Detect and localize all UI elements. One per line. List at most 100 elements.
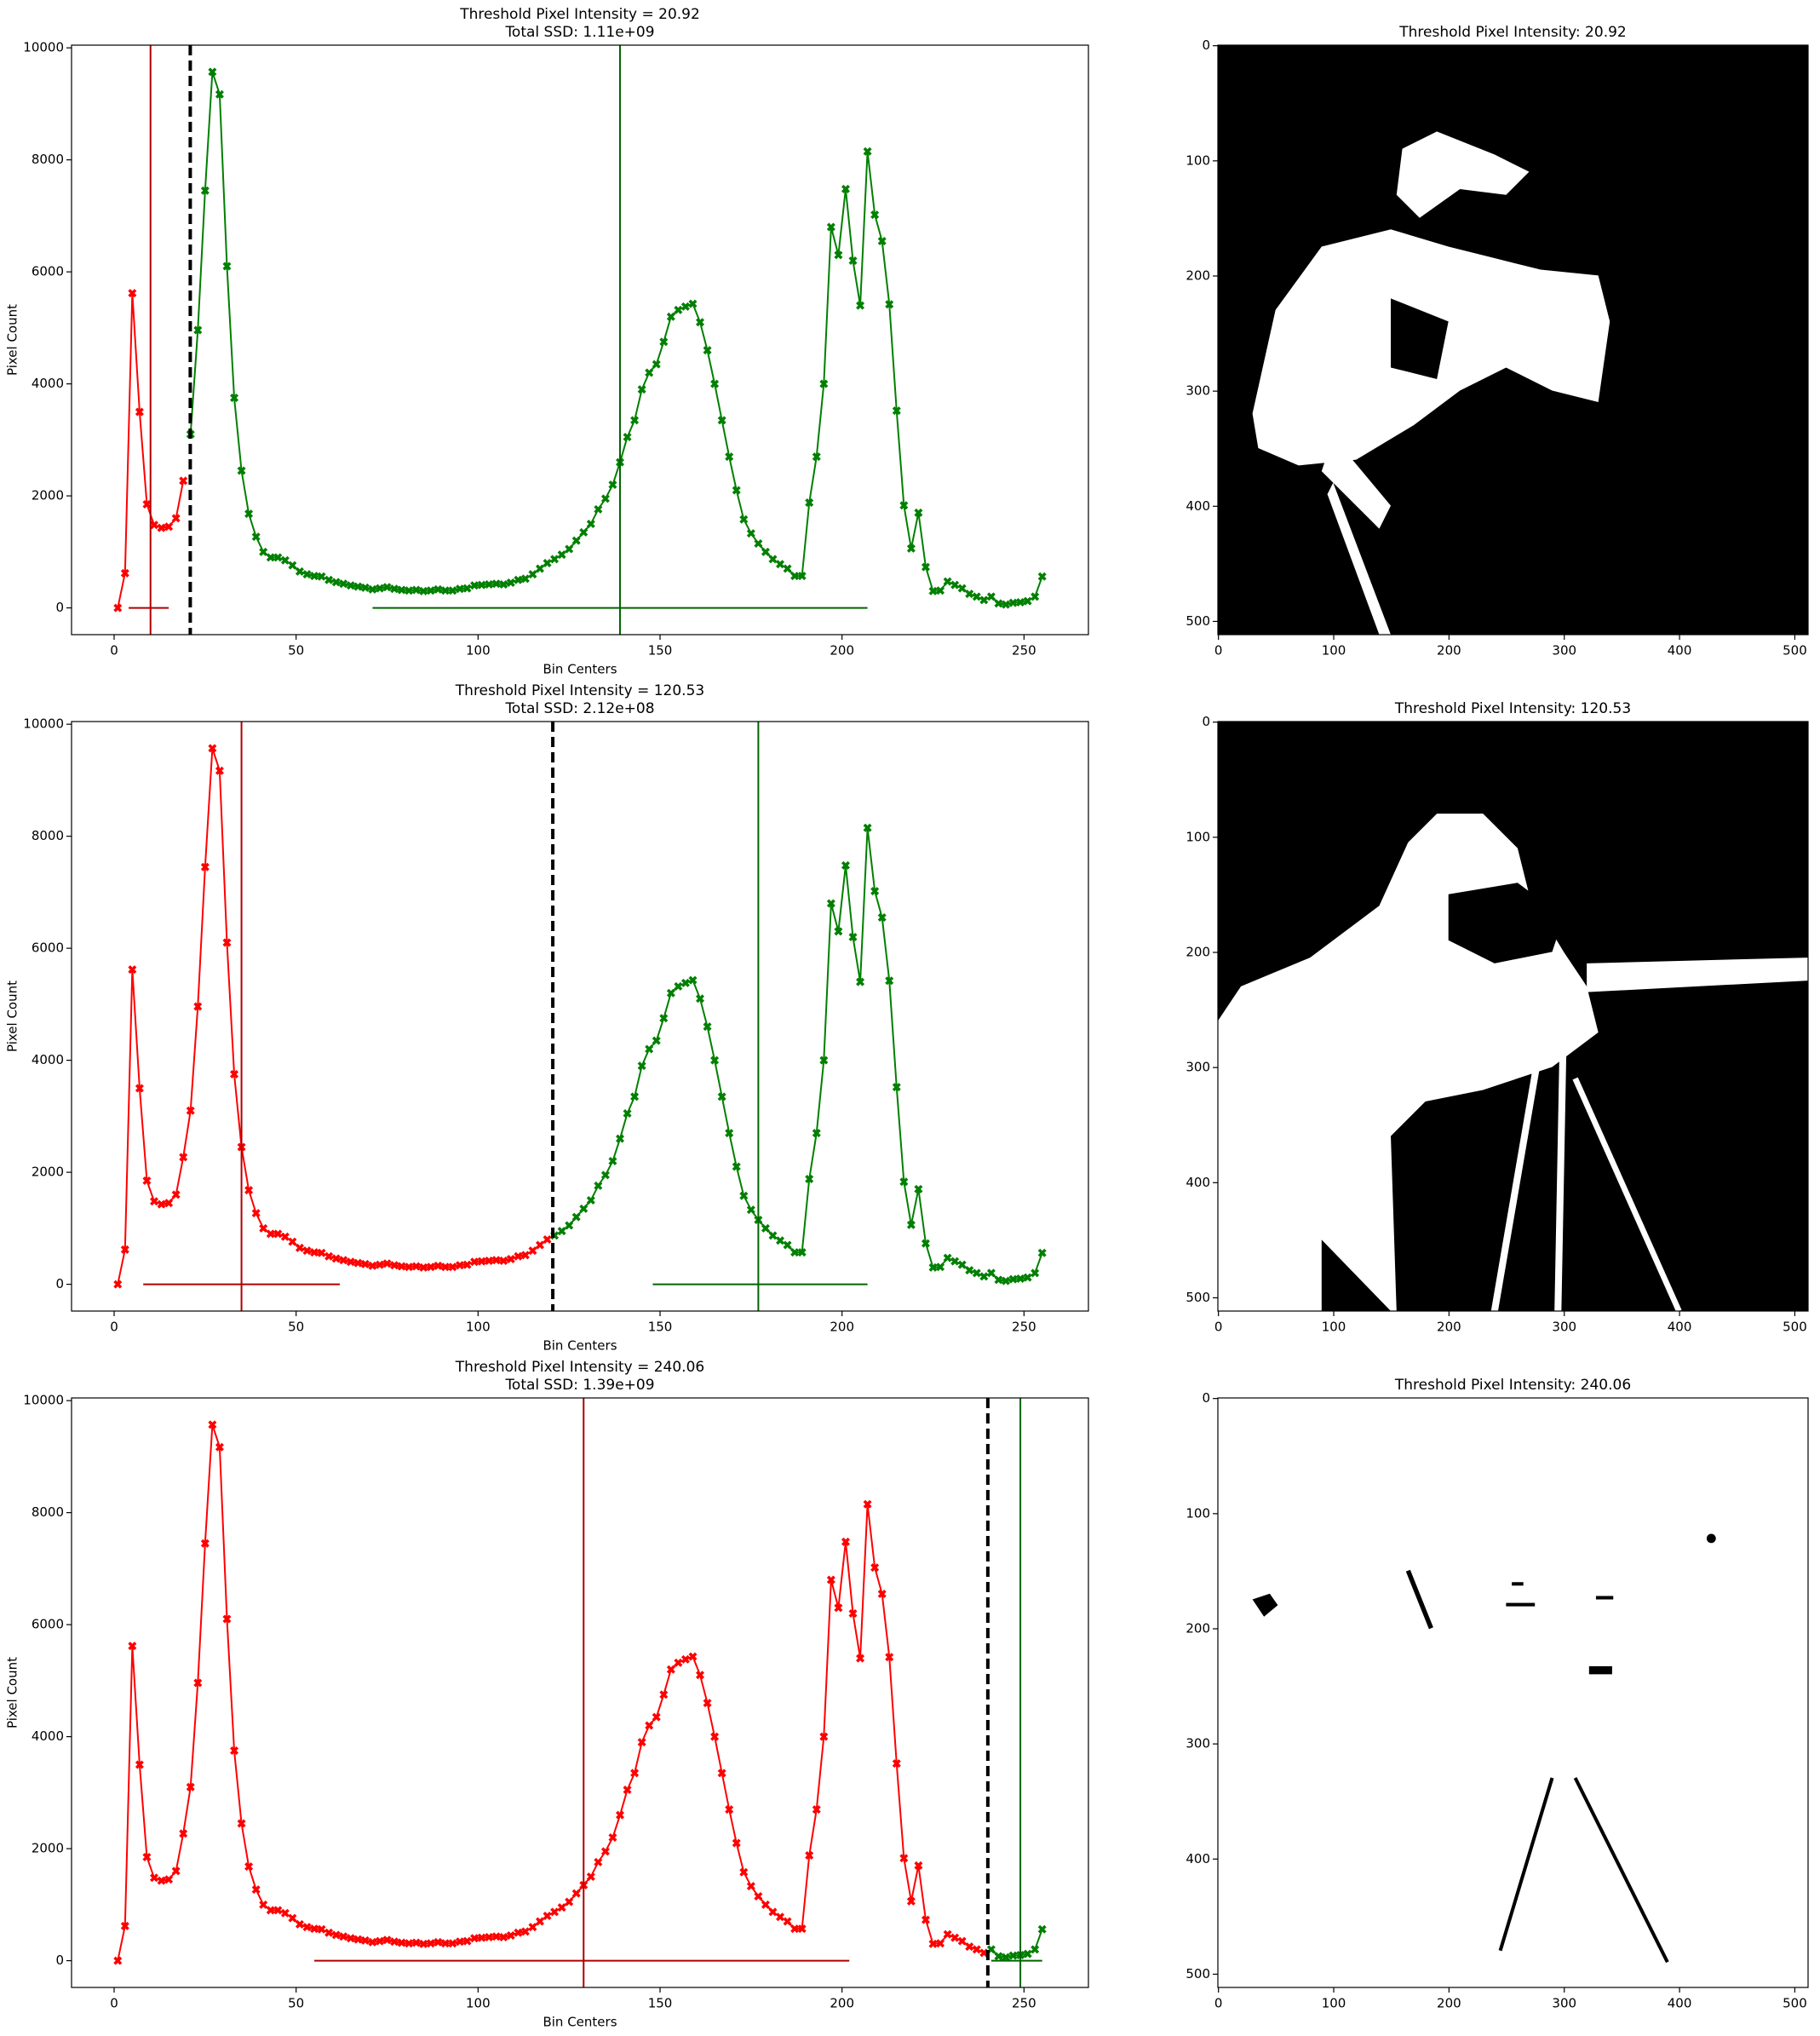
histogram-marker	[710, 379, 720, 388]
histogram-marker	[346, 1934, 355, 1943]
histogram-marker	[957, 1936, 967, 1946]
histogram-marker	[586, 1195, 595, 1205]
histogram-marker	[375, 1936, 384, 1946]
histogram-marker	[237, 1819, 246, 1828]
histogram-marker	[914, 1184, 923, 1193]
histogram-marker	[244, 1862, 254, 1872]
histogram-marker	[696, 994, 705, 1004]
histogram-marker	[157, 1199, 166, 1209]
y-tick-label: 500	[1186, 1966, 1210, 1981]
y-tick-label: 6000	[32, 264, 64, 279]
histogram-marker	[208, 1420, 217, 1429]
histogram-marker	[550, 555, 560, 564]
chart-subtitle: Total SSD: 2.12e+08	[504, 700, 654, 717]
histogram-marker	[142, 1176, 152, 1185]
histogram-marker	[928, 1262, 938, 1272]
histogram-marker	[674, 981, 683, 991]
histogram-marker	[251, 532, 261, 542]
histogram-marker	[776, 1236, 785, 1245]
histogram-marker	[906, 1896, 916, 1906]
histogram-marker	[950, 1933, 960, 1942]
histogram-marker	[302, 570, 312, 579]
histogram-marker	[419, 1262, 428, 1272]
x-tick-label: 300	[1552, 643, 1576, 659]
image-region	[1448, 883, 1565, 963]
histogram-marker	[375, 584, 384, 593]
histogram-marker	[426, 1262, 435, 1272]
histogram-marker	[543, 1911, 552, 1920]
axes-frame	[71, 721, 1089, 1312]
histogram-line	[189, 72, 1043, 606]
histogram-marker	[1037, 1924, 1047, 1934]
x-tick-label: 500	[1783, 1996, 1807, 2011]
histogram-marker	[1008, 1951, 1018, 1960]
y-tick-label: 0	[55, 600, 64, 615]
histogram-marker	[680, 978, 690, 987]
histogram-marker	[215, 766, 224, 775]
histogram-marker	[179, 476, 188, 486]
histogram-marker	[623, 433, 632, 442]
x-tick-label: 150	[648, 1320, 673, 1335]
x-tick-label: 100	[1322, 1996, 1346, 2011]
x-tick-label: 200	[1437, 1996, 1461, 2011]
histogram-marker	[266, 1229, 275, 1239]
histogram-marker	[848, 256, 858, 265]
histogram-marker	[280, 1232, 290, 1241]
histogram-marker	[899, 1854, 909, 1863]
y-tick-label: 0	[55, 1276, 64, 1291]
histogram-marker	[557, 550, 566, 560]
x-tick-label: 200	[830, 1320, 854, 1335]
histogram-marker	[164, 522, 174, 532]
histogram-marker	[965, 590, 974, 599]
image-region	[1327, 482, 1392, 635]
histogram-marker	[470, 581, 479, 590]
histogram-marker	[477, 580, 486, 590]
histogram-marker	[164, 1875, 174, 1884]
histogram-marker	[776, 560, 785, 569]
histogram-marker	[157, 1876, 166, 1885]
histogram-marker	[550, 1907, 560, 1917]
x-axis-label: Bin Centers	[543, 2015, 617, 2030]
histogram-marker	[324, 1251, 334, 1261]
histogram-marker	[448, 1262, 457, 1272]
histogram-marker	[950, 1257, 960, 1266]
histogram-marker	[353, 582, 363, 591]
histogram-marker	[543, 1234, 552, 1244]
histogram-marker	[135, 407, 144, 417]
x-tick-label: 400	[1668, 1996, 1692, 2011]
histogram-marker	[1008, 1274, 1018, 1284]
y-tick-label: 300	[1186, 383, 1210, 399]
histogram-marker	[841, 184, 850, 193]
y-tick-label: 2000	[32, 1165, 64, 1180]
histogram-marker	[368, 1937, 377, 1947]
histogram-marker	[535, 1917, 544, 1926]
histogram-marker	[462, 1936, 472, 1946]
histogram-marker	[397, 1938, 406, 1947]
histogram-marker	[280, 555, 290, 565]
histogram-marker	[594, 1181, 603, 1190]
histogram-marker	[557, 1227, 566, 1236]
histogram-marker	[171, 514, 181, 523]
histogram-marker	[921, 1239, 930, 1248]
histogram-marker	[768, 1907, 778, 1917]
histogram-marker	[732, 486, 741, 495]
x-tick-label: 0	[1214, 1996, 1223, 2011]
histogram-marker	[506, 1254, 515, 1263]
histogram-marker	[222, 1614, 232, 1624]
histogram-marker	[645, 1044, 654, 1054]
axes-frame	[1217, 1397, 1809, 1988]
histogram-marker	[594, 504, 603, 514]
histogram-marker	[703, 1699, 712, 1708]
histogram-marker	[470, 1934, 479, 1943]
histogram-marker	[986, 1268, 996, 1278]
histogram-marker	[586, 1872, 595, 1881]
y-tick-label: 0	[1202, 1390, 1210, 1406]
histogram-marker	[717, 1769, 726, 1778]
histogram-marker	[120, 1245, 129, 1254]
histogram-marker	[856, 977, 865, 986]
histogram-marker	[433, 1937, 443, 1947]
x-tick-label: 50	[288, 1996, 304, 2011]
histogram-marker	[266, 1906, 275, 1915]
histogram-marker	[317, 572, 326, 581]
